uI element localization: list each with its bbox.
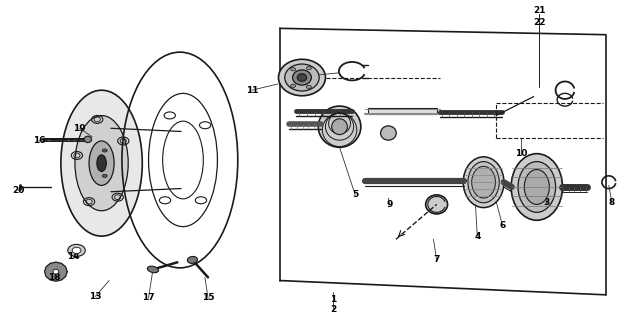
Text: 7: 7	[433, 255, 440, 264]
Text: 6: 6	[499, 220, 506, 229]
Ellipse shape	[306, 85, 311, 88]
Text: 8: 8	[609, 198, 615, 207]
Ellipse shape	[525, 170, 549, 204]
Ellipse shape	[291, 84, 296, 87]
Ellipse shape	[298, 74, 307, 81]
Ellipse shape	[68, 244, 86, 256]
Text: 15: 15	[202, 293, 214, 302]
Text: 17: 17	[142, 293, 155, 302]
FancyBboxPatch shape	[368, 108, 437, 114]
Text: 21: 21	[533, 6, 546, 15]
Ellipse shape	[147, 266, 159, 273]
Ellipse shape	[472, 166, 496, 198]
Text: 16: 16	[33, 136, 45, 146]
Ellipse shape	[306, 67, 311, 70]
Text: 18: 18	[48, 273, 61, 282]
Text: 2: 2	[330, 305, 337, 314]
Ellipse shape	[426, 195, 448, 214]
Ellipse shape	[61, 90, 142, 236]
Ellipse shape	[102, 149, 107, 152]
Ellipse shape	[381, 126, 396, 140]
Text: 12: 12	[302, 71, 314, 80]
Text: 10: 10	[515, 149, 527, 158]
Text: 11: 11	[246, 86, 258, 95]
Ellipse shape	[291, 68, 296, 71]
Text: 20: 20	[12, 186, 25, 195]
Text: 13: 13	[89, 292, 101, 301]
Ellipse shape	[468, 162, 499, 203]
Polygon shape	[45, 262, 67, 281]
Ellipse shape	[89, 141, 114, 185]
Text: 22: 22	[533, 18, 546, 27]
Text: 14: 14	[67, 252, 80, 261]
Ellipse shape	[187, 256, 198, 263]
Ellipse shape	[97, 155, 106, 172]
Text: 9: 9	[386, 200, 393, 209]
Ellipse shape	[75, 116, 128, 211]
Ellipse shape	[102, 174, 107, 178]
Ellipse shape	[511, 154, 562, 220]
Ellipse shape	[318, 106, 361, 147]
Text: 19: 19	[74, 124, 86, 133]
Text: 3: 3	[543, 198, 549, 207]
Ellipse shape	[518, 162, 555, 212]
Ellipse shape	[331, 119, 347, 135]
Text: 4: 4	[474, 232, 481, 241]
Ellipse shape	[53, 269, 58, 274]
Ellipse shape	[463, 157, 504, 208]
Text: 5: 5	[352, 190, 359, 199]
Ellipse shape	[279, 59, 325, 96]
Ellipse shape	[84, 136, 92, 142]
Text: 1: 1	[330, 295, 337, 304]
Ellipse shape	[292, 70, 311, 85]
Ellipse shape	[72, 247, 81, 253]
Ellipse shape	[285, 64, 319, 91]
